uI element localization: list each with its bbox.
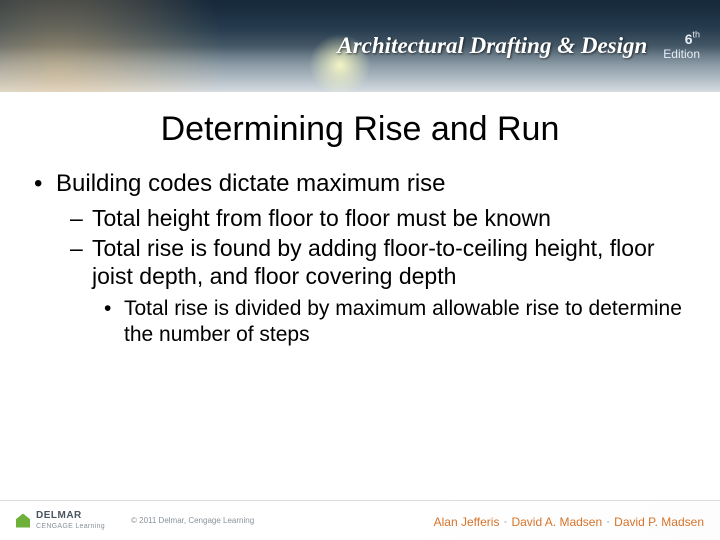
bullet-level1: • Building codes dictate maximum rise (34, 169, 686, 198)
bullet-level3: • Total rise is divided by maximum allow… (104, 296, 686, 347)
edition-suffix: th (692, 29, 700, 39)
author2: David A. Madsen (511, 515, 602, 529)
bullet-dash-icon: – (70, 204, 92, 232)
authors: Alan Jefferis·David A. Madsen·David P. M… (434, 510, 704, 531)
edition-badge: 6th Edition (663, 30, 700, 61)
bullet1-text: Building codes dictate maximum rise (56, 169, 446, 198)
book-title: Architectural Drafting & Design (337, 33, 647, 59)
sub2-text: Total rise is found by adding floor-to-c… (92, 234, 686, 290)
slide-title: Determining Rise and Run (0, 110, 720, 149)
edition-label: Edition (663, 48, 700, 61)
author1: Alan Jefferis (434, 515, 500, 529)
sub1-text: Total height from floor to floor must be… (92, 204, 551, 232)
publisher-name: DELMAR (36, 510, 82, 521)
author3: David P. Madsen (614, 515, 704, 529)
slide-header: Architectural Drafting & Design 6th Edit… (0, 0, 720, 92)
publisher-sub: CENGAGE Learning (36, 523, 105, 530)
separator-icon: · (499, 511, 511, 531)
slide-content: • Building codes dictate maximum rise – … (0, 169, 720, 348)
copyright-text: © 2011 Delmar, Cengage Learning (131, 516, 254, 525)
bullet-dot-icon: • (104, 296, 124, 347)
subsub1-text: Total rise is divided by maximum allowab… (124, 296, 686, 347)
bullet-dash-icon: – (70, 234, 92, 290)
bullet-level2: – Total height from floor to floor must … (70, 204, 686, 232)
bullet-level2: – Total rise is found by adding floor-to… (70, 234, 686, 290)
publisher-text: DELMAR CENGAGE Learning (36, 511, 105, 531)
bullet-dot-icon: • (34, 169, 56, 198)
separator-icon: · (602, 511, 614, 531)
delmar-logo-icon (16, 514, 30, 528)
slide-footer: DELMAR CENGAGE Learning © 2011 Delmar, C… (0, 500, 720, 540)
publisher-block: DELMAR CENGAGE Learning (16, 511, 105, 531)
